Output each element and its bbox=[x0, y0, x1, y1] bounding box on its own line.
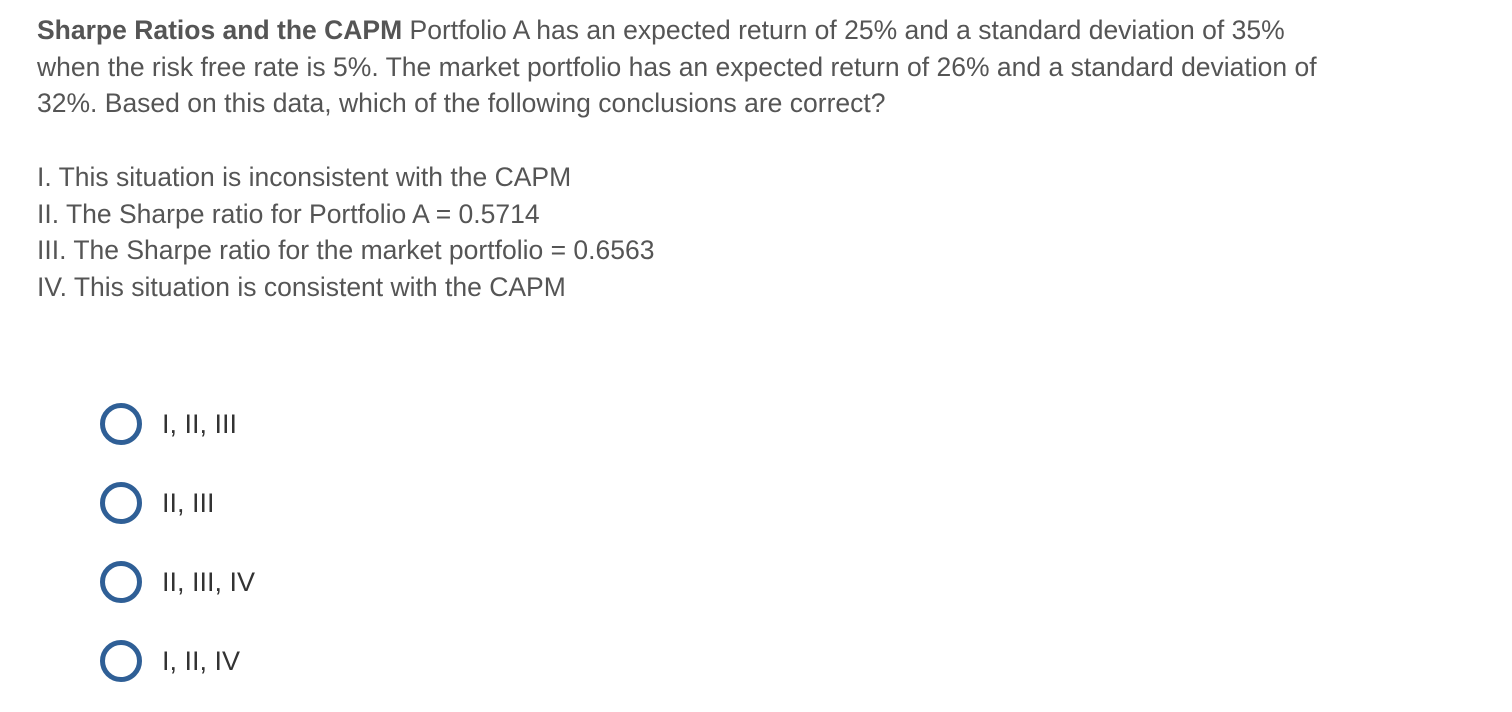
answer-option-1[interactable]: I, II, III bbox=[100, 402, 237, 446]
statement-ii: II. The Sharpe ratio for Portfolio A = 0… bbox=[37, 198, 540, 229]
statement-iii: III. The Sharpe ratio for the market por… bbox=[37, 235, 655, 265]
question-line: Sharpe Ratios and the CAPM Portfolio A h… bbox=[37, 12, 1317, 49]
radio-button[interactable] bbox=[100, 403, 142, 445]
option-label: II, III, IV bbox=[162, 566, 256, 597]
answer-option-2[interactable]: II, III bbox=[100, 481, 215, 525]
question-text: Sharpe Ratios and the CAPM Portfolio A h… bbox=[37, 12, 1317, 122]
answer-option-3[interactable]: II, III, IV bbox=[100, 560, 255, 604]
statement-i: I. This situation is inconsistent with t… bbox=[37, 162, 572, 192]
radio-button[interactable] bbox=[100, 640, 142, 682]
option-label: I, II, IV bbox=[162, 645, 241, 676]
question-title: Sharpe Ratios and the CAPM bbox=[37, 15, 403, 45]
question-line: 32%. Based on this data, which of the fo… bbox=[37, 88, 886, 119]
question-line: when the risk free rate is 5%. The marke… bbox=[37, 51, 1317, 82]
option-label: I, II, III bbox=[162, 408, 238, 439]
answer-option-4[interactable]: I, II, IV bbox=[100, 639, 240, 683]
radio-button[interactable] bbox=[100, 482, 142, 524]
statement-list: I. This situation is inconsistent with t… bbox=[37, 159, 654, 305]
question-line-text: Portfolio A has an expected return of 25… bbox=[409, 15, 1285, 45]
statement-iv: IV. This situation is consistent with th… bbox=[37, 271, 566, 302]
radio-button[interactable] bbox=[100, 561, 142, 603]
option-label: II, III bbox=[162, 487, 215, 518]
